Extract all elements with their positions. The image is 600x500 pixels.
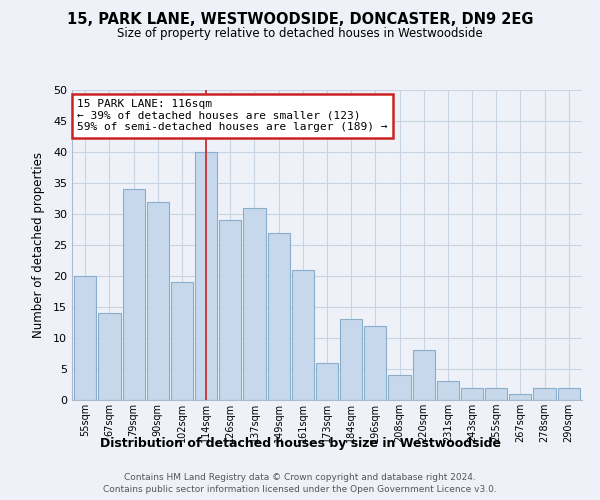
Bar <box>74 276 97 400</box>
Text: Size of property relative to detached houses in Westwoodside: Size of property relative to detached ho… <box>117 28 483 40</box>
Text: Distribution of detached houses by size in Westwoodside: Distribution of detached houses by size … <box>100 438 500 450</box>
Bar <box>244 208 266 400</box>
Bar <box>98 313 121 400</box>
Bar <box>292 270 314 400</box>
Bar <box>413 350 435 400</box>
Bar <box>316 363 338 400</box>
Bar <box>195 152 217 400</box>
Text: Contains public sector information licensed under the Open Government Licence v3: Contains public sector information licen… <box>103 485 497 494</box>
Bar <box>340 320 362 400</box>
Y-axis label: Number of detached properties: Number of detached properties <box>32 152 44 338</box>
Text: 15 PARK LANE: 116sqm
← 39% of detached houses are smaller (123)
59% of semi-deta: 15 PARK LANE: 116sqm ← 39% of detached h… <box>77 100 388 132</box>
Bar <box>533 388 556 400</box>
Bar <box>557 388 580 400</box>
Bar <box>437 382 459 400</box>
Text: 15, PARK LANE, WESTWOODSIDE, DONCASTER, DN9 2EG: 15, PARK LANE, WESTWOODSIDE, DONCASTER, … <box>67 12 533 28</box>
Bar <box>509 394 532 400</box>
Bar <box>485 388 508 400</box>
Bar <box>268 232 290 400</box>
Bar <box>461 388 483 400</box>
Bar <box>171 282 193 400</box>
Text: Contains HM Land Registry data © Crown copyright and database right 2024.: Contains HM Land Registry data © Crown c… <box>124 472 476 482</box>
Bar <box>388 375 410 400</box>
Bar <box>146 202 169 400</box>
Bar <box>122 189 145 400</box>
Bar <box>219 220 241 400</box>
Bar <box>364 326 386 400</box>
